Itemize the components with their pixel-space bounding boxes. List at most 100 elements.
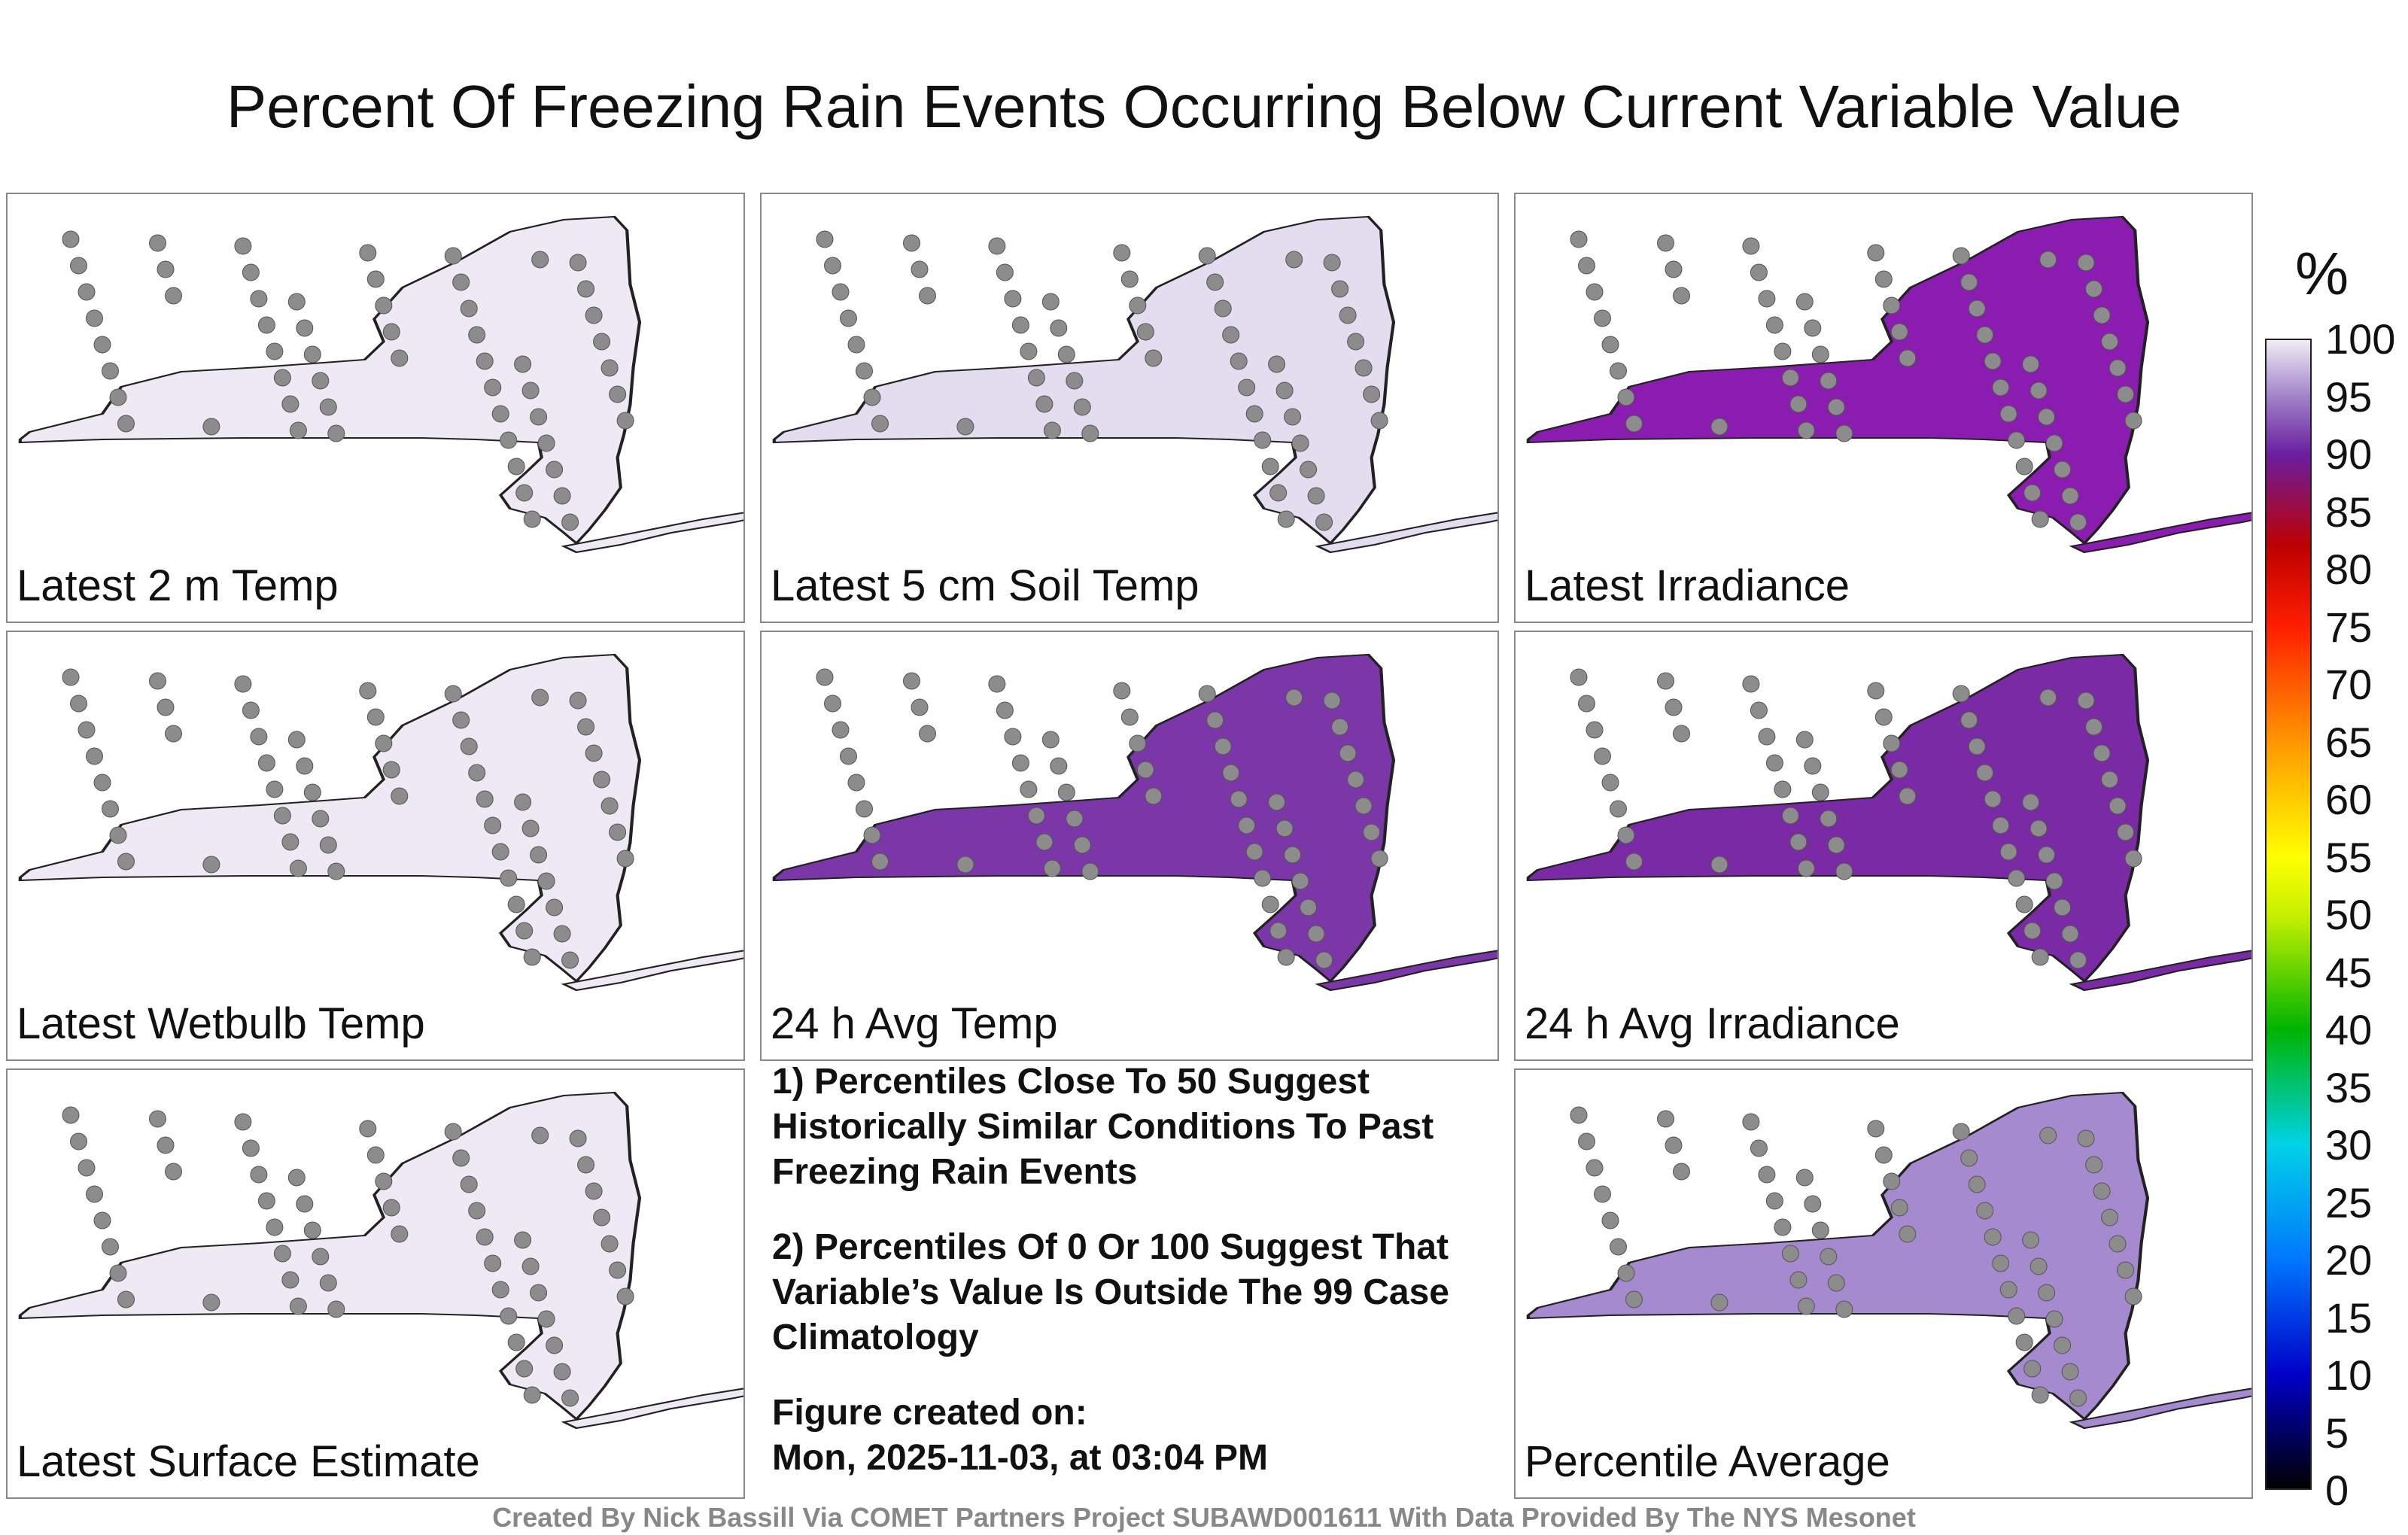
station-dot [1984, 352, 2002, 370]
station-dot [1820, 372, 1838, 390]
station-dot [1890, 761, 1908, 779]
station-dot [1331, 718, 1349, 736]
station-dot [287, 1169, 306, 1187]
station-dot [988, 237, 1006, 255]
station-dot [444, 685, 462, 703]
station-dot [585, 1182, 603, 1200]
station-dot [919, 287, 936, 305]
station-dot [1129, 734, 1147, 752]
colorbar-tick-label: 45 [2325, 948, 2373, 996]
station-dot [1781, 369, 1799, 387]
station-dot [956, 418, 974, 436]
station-dot [2069, 513, 2087, 531]
station-dot [1665, 1136, 1683, 1154]
station-markers [816, 668, 1388, 969]
station-dot [444, 247, 462, 265]
station-dot [593, 333, 611, 351]
station-dot [287, 731, 306, 749]
station-dot [460, 299, 478, 318]
station-dot [312, 1248, 330, 1266]
station-dot [303, 1221, 321, 1239]
station-dot [1035, 395, 1054, 413]
station-dot [1673, 287, 1690, 305]
station-dot [2109, 797, 2127, 815]
panel-label: Percentile Average [1525, 1437, 1890, 1486]
station-dot [234, 1113, 252, 1131]
station-dot [2031, 1386, 2049, 1404]
colorbar-tick-label: 65 [2325, 718, 2373, 766]
colorbar-tick-label: 35 [2325, 1063, 2373, 1111]
station-dot [149, 1110, 166, 1128]
station-dot [531, 1126, 549, 1144]
station-dot [1586, 283, 1604, 301]
panel-label: Latest Irradiance [1525, 561, 1850, 610]
station-dot [2101, 1208, 2119, 1226]
station-dot [2029, 819, 2048, 837]
station-dot [2038, 408, 2056, 426]
station-dot [856, 362, 873, 380]
station-dot [600, 1235, 619, 1253]
station-dot [2008, 869, 2026, 887]
station-dot [1268, 355, 1286, 373]
station-dot [832, 283, 850, 301]
station-dot [375, 296, 393, 315]
station-dot [2124, 1287, 2142, 1306]
station-dot [1339, 306, 1357, 324]
ny-state-map [772, 215, 1497, 554]
ny-state-map [1526, 1091, 2251, 1430]
station-dot [1145, 787, 1163, 805]
station-dot [1275, 819, 1294, 837]
station-dot [1742, 237, 1760, 255]
station-dot [202, 418, 220, 436]
credit-line: Created By Nick Bassill Via COMET Partne… [492, 1502, 1916, 1533]
station-dot [2031, 510, 2049, 528]
station-dot [476, 790, 494, 808]
station-dot [303, 783, 321, 801]
station-dot [2029, 381, 2048, 400]
map-panel-surface-estimate: Latest Surface Estimate [6, 1068, 745, 1499]
station-dot [919, 725, 936, 743]
station-dot [1011, 316, 1029, 334]
station-dot [1952, 247, 1970, 265]
station-dot [1601, 774, 1619, 792]
long-island [1315, 950, 1497, 992]
state-outline [1526, 653, 2150, 983]
station-dot [1113, 682, 1131, 700]
station-dot [78, 721, 96, 739]
map-panel-2m-temp: Latest 2 m Temp [6, 193, 745, 623]
station-dot [1976, 1202, 1994, 1220]
station-dot [1617, 1264, 1635, 1282]
station-dot [1804, 319, 1822, 337]
station-dot [1291, 872, 1309, 890]
long-island [561, 950, 743, 992]
ny-state-map [18, 653, 743, 992]
station-dot [2039, 1126, 2057, 1144]
station-dot [1952, 685, 1970, 703]
station-dot [2023, 484, 2042, 502]
station-dot [1323, 254, 1341, 272]
station-dot [616, 850, 634, 868]
station-dot [2061, 925, 2079, 943]
station-dot [1617, 388, 1635, 406]
station-dot [1020, 342, 1038, 360]
notes-block: 1) Percentiles Close To 50 Suggest Histo… [772, 1059, 1464, 1481]
created-label: Figure created on: [772, 1393, 1087, 1433]
station-dot [561, 1389, 579, 1407]
station-dot [1347, 771, 1365, 789]
station-dot [1586, 721, 1604, 739]
station-dot [1874, 708, 1893, 726]
station-dot [327, 1300, 345, 1318]
panel-label: Latest Wetbulb Temp [17, 999, 425, 1048]
station-dot [609, 1261, 627, 1279]
station-dot [70, 695, 87, 713]
station-dot [1291, 434, 1309, 452]
colorbar-tick-label: 15 [2325, 1293, 2373, 1342]
station-dot [1673, 1163, 1690, 1181]
station-dot [1899, 349, 1917, 367]
station-dot [847, 336, 865, 354]
station-dot [577, 718, 595, 736]
station-dot [1657, 234, 1674, 252]
station-dot [1827, 836, 1845, 854]
station-dot [530, 408, 548, 426]
station-dot [600, 359, 619, 377]
